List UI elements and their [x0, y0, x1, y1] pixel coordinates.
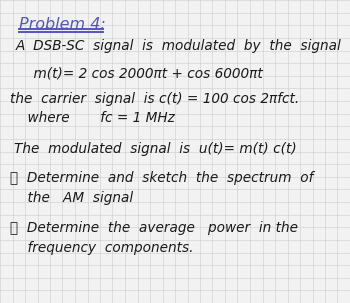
Text: ⓑ  Determine  the  average   power  in the: ⓑ Determine the average power in the: [10, 221, 299, 235]
Text: where       fc = 1 MHz: where fc = 1 MHz: [10, 111, 175, 125]
Text: A  DSB-SC  signal  is  modulated  by  the  signal: A DSB-SC signal is modulated by the sign…: [16, 39, 342, 53]
Text: ⓐ  Determine  and  sketch  the  spectrum  of: ⓐ Determine and sketch the spectrum of: [10, 171, 314, 185]
Text: The  modulated  signal  is  u(t)= m(t) c(t): The modulated signal is u(t)= m(t) c(t): [14, 142, 297, 156]
Text: m(t)= 2 cos 2000πt + cos 6000πt: m(t)= 2 cos 2000πt + cos 6000πt: [16, 67, 262, 81]
Text: the   AM  signal: the AM signal: [10, 191, 134, 205]
Text: frequency  components.: frequency components.: [10, 241, 194, 255]
Text: the  carrier  signal  is c(t) = 100 cos 2πfct.: the carrier signal is c(t) = 100 cos 2πf…: [10, 92, 300, 106]
Text: Problem 4:: Problem 4:: [19, 17, 106, 32]
